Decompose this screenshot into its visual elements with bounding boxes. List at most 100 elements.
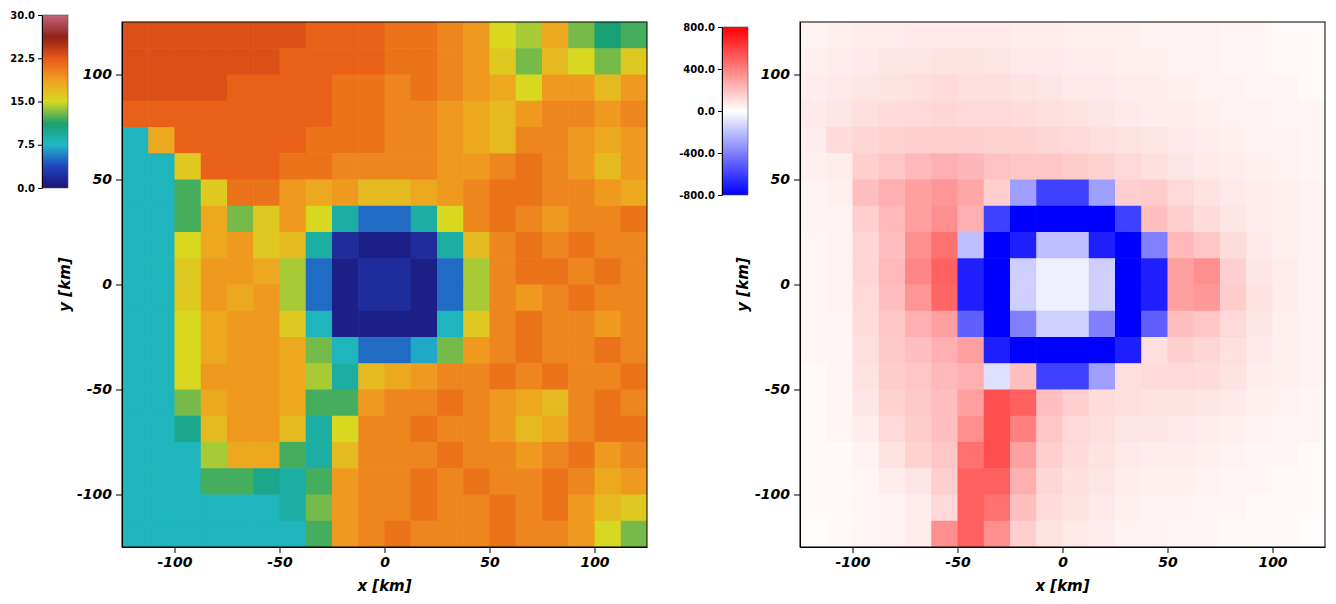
heatmap-cell — [1246, 206, 1273, 233]
heatmap-cell — [122, 416, 149, 443]
heatmap-cell — [984, 232, 1011, 259]
heatmap-cell — [148, 153, 175, 180]
heatmap-cell — [853, 390, 880, 417]
heatmap-cell — [905, 127, 932, 154]
heatmap-cell — [542, 521, 569, 547]
heatmap-cell — [122, 232, 149, 259]
heatmap-cell — [437, 390, 464, 417]
x-tick: -100 — [157, 547, 192, 570]
heatmap-cell — [1063, 416, 1090, 443]
heatmap-cell — [800, 521, 827, 547]
heatmap-cell — [542, 416, 569, 443]
heatmap-cell — [1273, 153, 1300, 180]
colorbar: -800.0-400.00.0400.0800.0 — [679, 22, 748, 201]
heatmap-cell — [853, 153, 880, 180]
heatmap-cell — [984, 258, 1011, 285]
heatmap-cell — [1036, 127, 1063, 154]
heatmap-cell — [1168, 101, 1195, 128]
heatmap-cell — [437, 416, 464, 443]
colorbar: 0.07.515.022.530.0 — [10, 10, 68, 194]
heatmap-cell — [306, 311, 333, 338]
heatmap-cell — [1194, 258, 1221, 285]
heatmap-cell — [905, 468, 932, 495]
heatmap-cell — [490, 127, 517, 154]
colorbar-tick-mark — [718, 111, 722, 112]
heatmap-cell — [306, 22, 333, 49]
heatmap-cell — [280, 206, 307, 233]
heatmap-cell — [201, 311, 228, 338]
heatmap-cell — [358, 495, 385, 522]
heatmap-cell — [931, 521, 958, 547]
heatmap-cell — [1273, 311, 1300, 338]
heatmap-cell — [385, 75, 412, 102]
x-tick-label: 0 — [1058, 554, 1068, 570]
heatmap-cell — [1168, 285, 1195, 312]
heatmap-cell — [1168, 363, 1195, 390]
heatmap-cell — [542, 127, 569, 154]
heatmap-cell — [1063, 258, 1090, 285]
heatmap-cell — [437, 22, 464, 49]
heatmap-cell — [148, 75, 175, 102]
heatmap-cell — [1168, 75, 1195, 102]
heatmap-cell — [1246, 258, 1273, 285]
panel: -100-50050100-100-50050100x [km]y [km] — [734, 22, 1326, 595]
heatmap-cell — [1115, 153, 1142, 180]
heatmap-cell — [1141, 521, 1168, 547]
heatmap-cell — [931, 22, 958, 49]
heatmap-cell — [148, 101, 175, 128]
heatmap-cell — [253, 75, 280, 102]
heatmap-cell — [1194, 521, 1221, 547]
heatmap-cell — [411, 390, 438, 417]
colorbar-tick-mark — [38, 58, 42, 59]
x-tick: 0 — [1058, 547, 1068, 570]
heatmap-cell — [148, 48, 175, 75]
colorbar-tick-label: -800.0 — [679, 190, 715, 201]
heatmap-cell — [568, 285, 595, 312]
heatmap-cell — [463, 153, 490, 180]
heatmap-cell — [201, 521, 228, 547]
colorbar-tick-label: 15.0 — [10, 96, 35, 107]
heatmap-cell — [1063, 101, 1090, 128]
heatmap-cell — [984, 442, 1011, 469]
heatmap-cell — [1273, 232, 1300, 259]
heatmap-cell — [516, 311, 543, 338]
heatmap-cell — [280, 363, 307, 390]
heatmap-cell — [931, 311, 958, 338]
heatmap-cell — [175, 22, 202, 49]
heatmap-cell — [490, 48, 517, 75]
heatmap-cell — [1299, 285, 1325, 312]
heatmap-cell — [516, 416, 543, 443]
heatmap-cell — [175, 468, 202, 495]
heatmap-cell — [542, 285, 569, 312]
heatmap-cell — [879, 180, 906, 207]
heatmap-cell — [1273, 127, 1300, 154]
heatmap-cell — [879, 311, 906, 338]
heatmap-cell — [122, 101, 149, 128]
heatmap-cell — [306, 337, 333, 364]
heatmap-cell — [227, 521, 254, 547]
heatmap-cell — [332, 337, 359, 364]
heatmap-cell — [1273, 337, 1300, 364]
heatmap-cell — [1168, 232, 1195, 259]
heatmap-cell — [1010, 390, 1037, 417]
heatmap-cell — [280, 416, 307, 443]
heatmap-cell — [1299, 442, 1325, 469]
heatmap-cell — [122, 75, 149, 102]
heatmap-cell — [385, 180, 412, 207]
heatmap-cell — [1299, 363, 1325, 390]
x-axis: -100-50050100 — [801, 547, 1326, 570]
heatmap-cell — [306, 153, 333, 180]
heatmap-cell — [122, 22, 149, 49]
heatmap-cell — [463, 285, 490, 312]
heatmap-cell — [490, 232, 517, 259]
heatmap-cell — [437, 311, 464, 338]
heatmap-cell — [1220, 22, 1247, 49]
heatmap-cell — [358, 48, 385, 75]
heatmap-cell — [437, 75, 464, 102]
x-tick-mark — [280, 547, 281, 553]
heatmap-cell — [984, 495, 1011, 522]
heatmap-cell — [621, 468, 647, 495]
heatmap-cell — [1036, 101, 1063, 128]
heatmap-cell — [1036, 22, 1063, 49]
heatmap-cell — [1194, 232, 1221, 259]
